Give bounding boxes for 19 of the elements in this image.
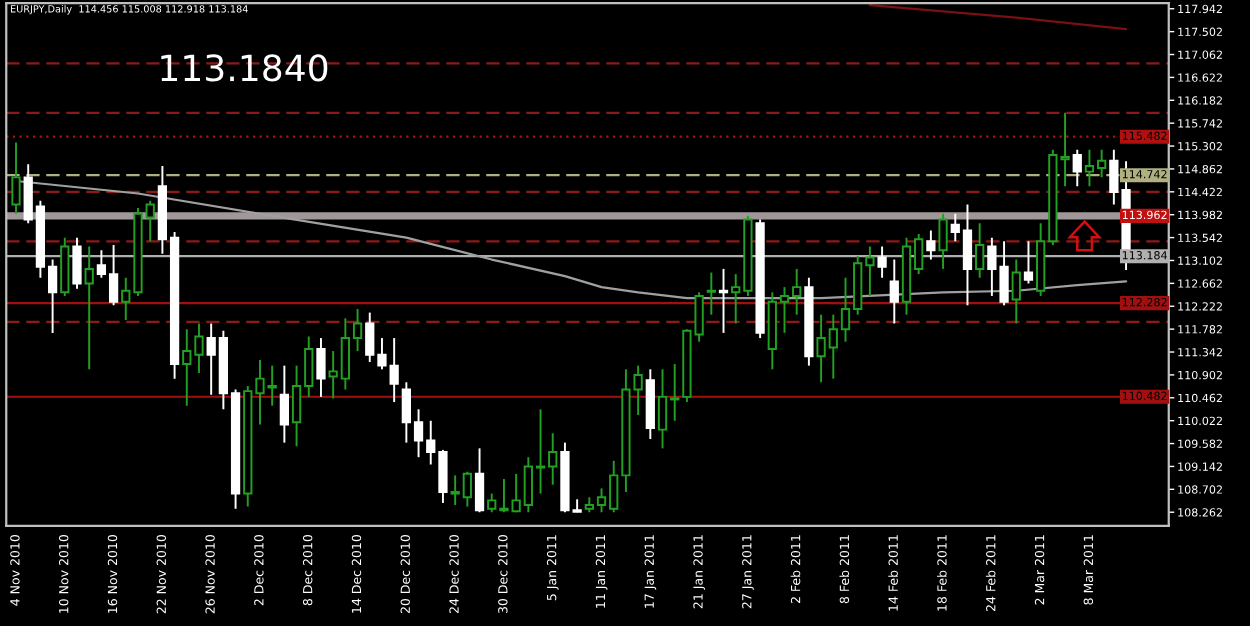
- candlestick: [889, 258, 899, 325]
- candlestick: [877, 245, 887, 279]
- candlestick: [718, 267, 729, 334]
- candlestick: [938, 212, 948, 270]
- candlestick: [474, 447, 485, 514]
- candlestick: [279, 364, 289, 444]
- candlestick: [1072, 148, 1082, 188]
- candlestick: [84, 245, 94, 371]
- candlestick: [1011, 258, 1021, 325]
- candlestick: [1023, 240, 1034, 285]
- candlestick: [11, 141, 21, 215]
- candlestick: [975, 222, 985, 279]
- candlestick: [316, 337, 326, 398]
- candlestick: [645, 368, 655, 440]
- annotation: 113.1840: [161, 54, 328, 82]
- candlestick: [926, 229, 936, 261]
- candlestick: [706, 271, 716, 316]
- candlestick: [60, 236, 70, 297]
- candlestick: [72, 236, 82, 290]
